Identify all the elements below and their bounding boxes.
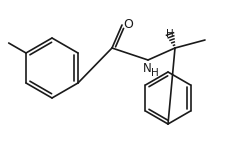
Text: H: H <box>151 68 159 78</box>
Text: O: O <box>123 18 133 31</box>
Text: N: N <box>143 61 151 74</box>
Text: H: H <box>166 29 174 39</box>
